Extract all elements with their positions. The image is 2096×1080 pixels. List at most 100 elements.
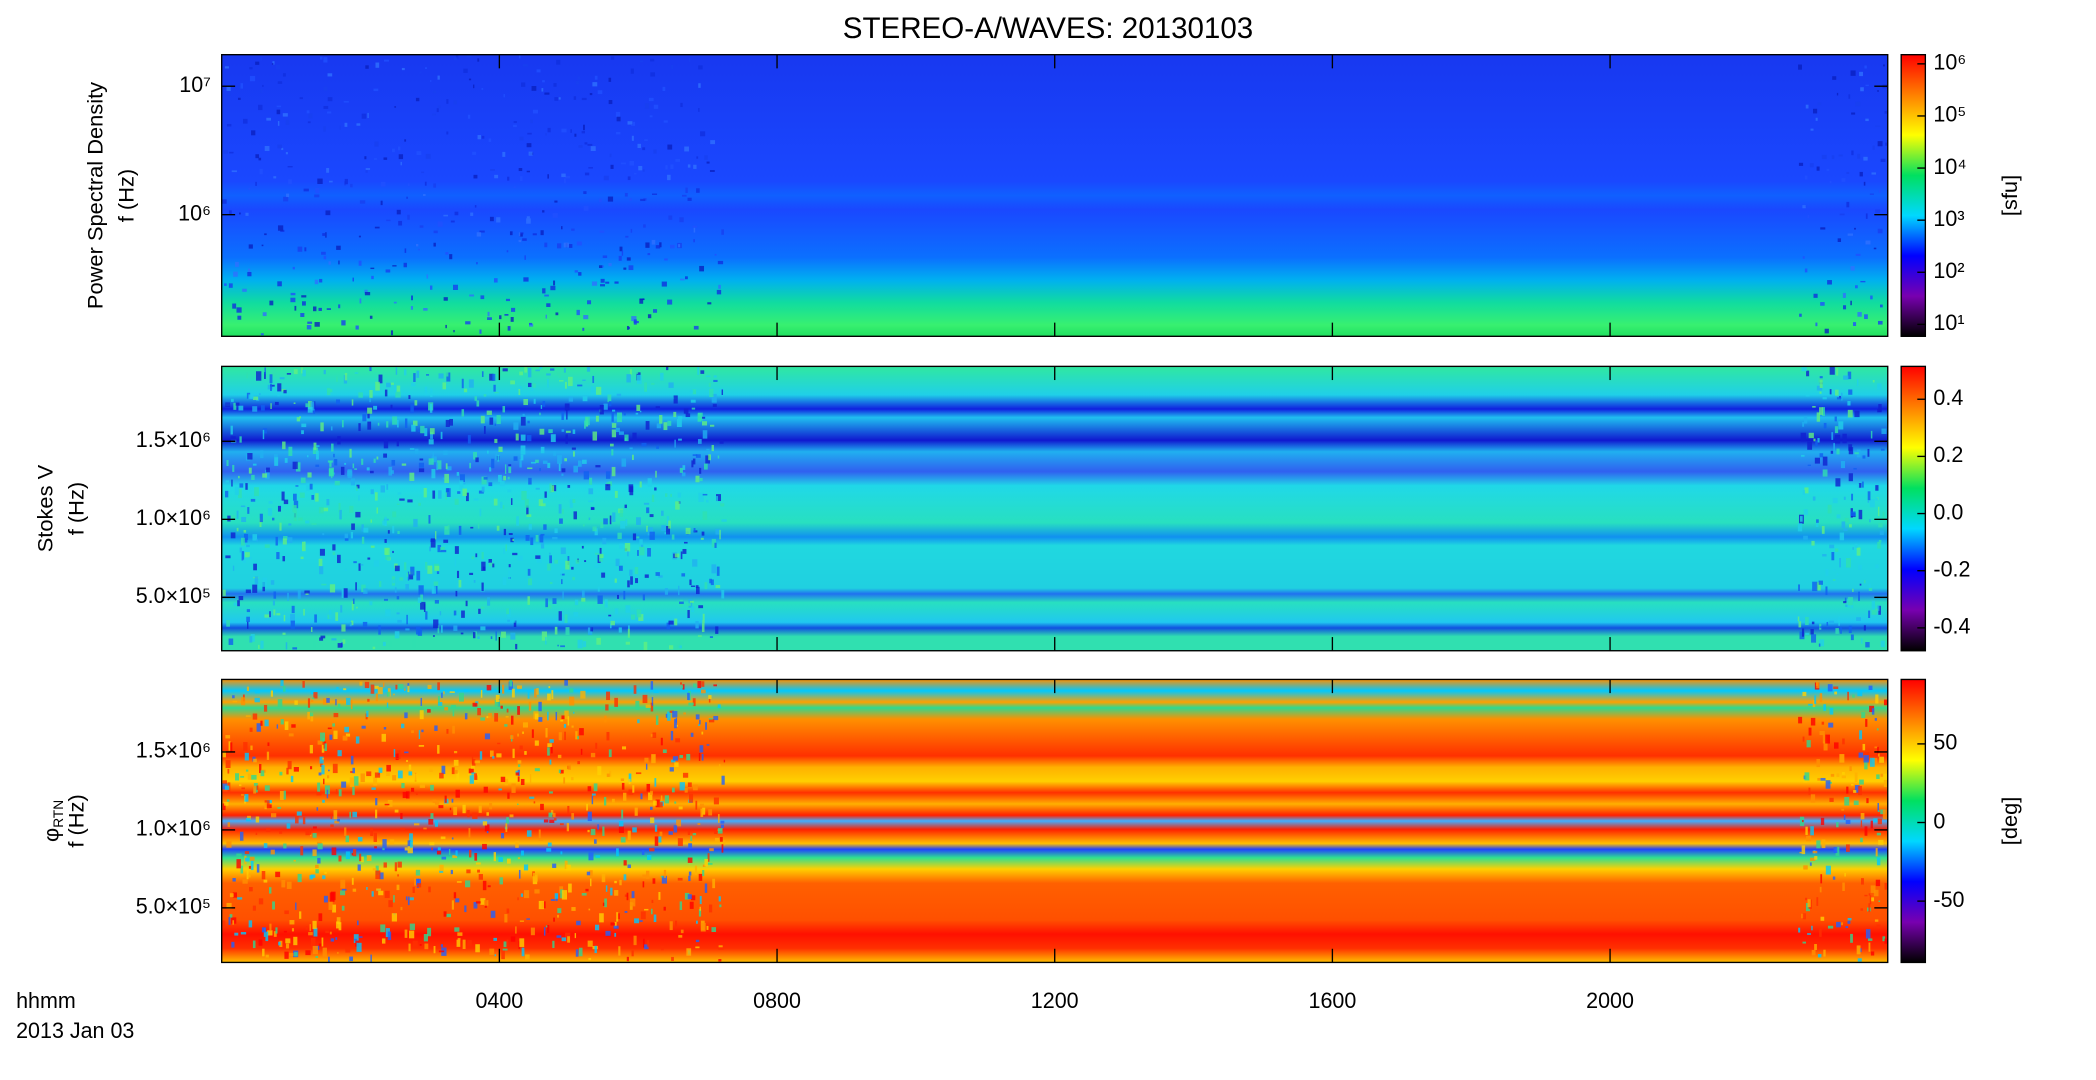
spectrogram-noise: [670, 493, 672, 498]
spectrogram-noise: [692, 559, 698, 567]
spectrogram-noise: [354, 372, 359, 374]
spectrogram-noise: [526, 218, 531, 224]
spectrogram-noise: [279, 940, 283, 947]
spectrogram-noise: [276, 64, 280, 70]
spectrogram-noise: [1840, 922, 1844, 926]
spectrogram-noise: [1805, 897, 1808, 901]
spectrogram-noise: [561, 468, 566, 473]
spectrogram-noise: [1832, 497, 1838, 504]
spectrogram-noise: [602, 902, 606, 906]
spectrogram-noise: [1863, 755, 1869, 763]
spectrogram-noise: [1880, 158, 1886, 162]
spectrogram-noise: [1829, 707, 1834, 715]
spectrogram-noise: [474, 396, 478, 401]
spectrogram-noise: [552, 940, 555, 948]
spectrogram-noise: [615, 111, 621, 118]
spectrogram-noise: [359, 853, 362, 862]
spectrogram-noise: [327, 727, 332, 730]
spectrogram-noise: [702, 870, 705, 877]
spectrogram-noise: [1869, 519, 1871, 523]
spectrogram-noise: [714, 542, 717, 548]
spectrogram-noise: [440, 549, 447, 553]
spectrogram-noise: [524, 498, 529, 508]
spectrogram-noise: [1819, 730, 1825, 736]
spectrogram-noise: [549, 819, 555, 823]
spectrogram-noise: [260, 57, 263, 61]
spectrogram-noise: [391, 470, 394, 474]
spectrogram-noise: [703, 463, 708, 470]
spectrogram-noise: [351, 523, 355, 530]
spectrogram-noise: [491, 458, 495, 469]
spectrogram-noise: [1836, 573, 1839, 576]
spectrogram-noise: [470, 765, 475, 769]
spectrogram-noise: [530, 119, 533, 124]
spectrogram-noise: [342, 735, 348, 741]
spectrogram-noise: [273, 609, 276, 616]
spectrogram-noise: [532, 383, 536, 388]
spectrogram-noise: [564, 178, 566, 184]
spectrogram-noise: [386, 421, 389, 428]
spectrogram-noise: [649, 514, 654, 518]
spectrogram-noise: [614, 608, 619, 615]
spectrogram-noise: [706, 744, 710, 746]
spectrogram-noise: [639, 410, 642, 413]
spectrogram-noise: [627, 830, 631, 840]
spectrogram-noise: [259, 763, 262, 774]
spectrogram-noise: [358, 563, 361, 571]
spectrogram-noise: [248, 920, 253, 928]
spectrogram-noise: [676, 419, 682, 427]
spectrogram-noise: [510, 632, 516, 640]
spectrogram-noise: [692, 225, 698, 228]
spectrogram-noise: [251, 474, 255, 481]
spectrogram-noise: [267, 508, 273, 516]
spectrogram-noise: [427, 709, 431, 713]
spectrogram-noise: [697, 366, 700, 375]
spectrogram-noise: [430, 431, 433, 439]
spectrogram-noise: [664, 795, 669, 804]
spectrogram-noise: [641, 442, 647, 447]
spectrogram-noise: [1872, 379, 1875, 383]
spectrogram-noise: [1803, 535, 1808, 540]
spectrogram-noise: [721, 229, 724, 235]
spectrogram-noise: [316, 445, 320, 447]
spectrogram-noise: [243, 529, 247, 533]
spectrogram-noise: [515, 770, 519, 774]
spectrogram-noise: [610, 620, 615, 626]
spectrogram-noise: [342, 639, 346, 644]
spectrogram-noise: [631, 454, 634, 461]
spectrogram-noise: [504, 778, 509, 786]
spectrogram-noise: [627, 121, 633, 125]
spectrogram-noise: [695, 620, 699, 629]
spectrogram-noise: [1819, 886, 1822, 893]
spectrogram-noise: [1804, 487, 1809, 494]
spectrogram-noise: [277, 389, 280, 397]
spectrogram-noise: [1800, 432, 1806, 442]
spectrogram-noise: [716, 566, 720, 576]
spectrogram-noise: [305, 950, 311, 956]
spectrogram-noise: [382, 839, 387, 849]
spectrogram-noise: [610, 56, 615, 60]
spectrogram-noise: [1856, 547, 1861, 556]
spectrogram-noise: [397, 419, 399, 428]
spectrogram-noise: [375, 809, 378, 819]
spectrogram-noise: [276, 109, 281, 115]
spectrogram-noise: [238, 595, 244, 601]
spectrogram-noise: [309, 924, 312, 932]
spectrogram-noise: [527, 467, 533, 470]
spectrogram-noise: [561, 579, 563, 585]
spectrogram-noise: [1810, 717, 1816, 726]
spectrogram-noise: [501, 949, 505, 960]
spectrogram-noise: [346, 697, 351, 706]
spectrogram-noise: [609, 770, 612, 777]
y-axis-symbol: φ: [38, 828, 63, 842]
spectrogram-noise: [374, 772, 381, 778]
colorbar-tick-label: -50: [1933, 887, 1964, 912]
spectrogram-noise: [224, 802, 229, 806]
spectrogram-noise: [625, 605, 631, 613]
spectrogram-noise: [581, 545, 584, 549]
spectrogram-noise: [535, 369, 540, 372]
spectrogram-noise: [1802, 205, 1806, 209]
spectrogram-noise: [328, 261, 331, 265]
spectrogram-noise: [397, 530, 400, 534]
spectrogram-noise: [652, 878, 656, 884]
